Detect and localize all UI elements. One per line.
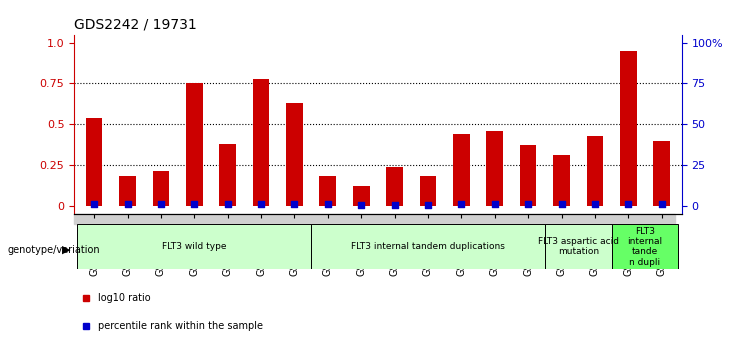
Point — [122, 202, 133, 207]
FancyBboxPatch shape — [545, 224, 611, 269]
Point — [255, 201, 267, 207]
Point — [222, 201, 233, 207]
Bar — [419, 176, 436, 206]
Point — [355, 202, 367, 207]
Bar — [286, 103, 303, 206]
Bar — [519, 145, 536, 206]
Point — [456, 201, 468, 207]
Text: FLT3
internal
tande
n dupli: FLT3 internal tande n dupli — [628, 227, 662, 267]
Bar — [554, 155, 570, 206]
Text: ▶: ▶ — [62, 245, 70, 255]
Bar — [253, 79, 270, 206]
Bar — [319, 176, 336, 206]
FancyBboxPatch shape — [311, 224, 545, 269]
Point — [155, 202, 167, 207]
Bar — [587, 136, 603, 206]
Point — [88, 201, 100, 207]
Bar — [119, 176, 136, 206]
Text: genotype/variation: genotype/variation — [7, 245, 100, 255]
Point — [622, 201, 634, 207]
Bar — [153, 171, 169, 206]
Point — [389, 202, 401, 207]
Point — [656, 201, 668, 207]
Text: FLT3 wild type: FLT3 wild type — [162, 242, 227, 251]
Text: percentile rank within the sample: percentile rank within the sample — [99, 322, 263, 331]
Bar — [620, 51, 637, 206]
Text: GDS2242 / 19731: GDS2242 / 19731 — [74, 18, 197, 32]
Point — [556, 201, 568, 207]
Point — [489, 201, 501, 207]
Bar — [86, 118, 102, 206]
Point — [522, 201, 534, 207]
FancyBboxPatch shape — [611, 224, 678, 269]
Bar — [453, 134, 470, 206]
Bar — [353, 186, 370, 206]
Bar — [486, 131, 503, 206]
FancyBboxPatch shape — [78, 224, 311, 269]
Bar — [219, 144, 236, 206]
Point — [322, 202, 333, 207]
Bar — [74, 214, 675, 224]
Point — [589, 201, 601, 207]
Text: log10 ratio: log10 ratio — [99, 294, 151, 303]
Bar — [654, 140, 670, 206]
Text: FLT3 internal tandem duplications: FLT3 internal tandem duplications — [351, 242, 505, 251]
Text: FLT3 aspartic acid
mutation: FLT3 aspartic acid mutation — [538, 237, 619, 256]
Point — [422, 202, 434, 207]
Bar — [386, 167, 403, 206]
Bar — [186, 83, 202, 206]
Point — [288, 201, 300, 207]
Point — [188, 201, 200, 207]
